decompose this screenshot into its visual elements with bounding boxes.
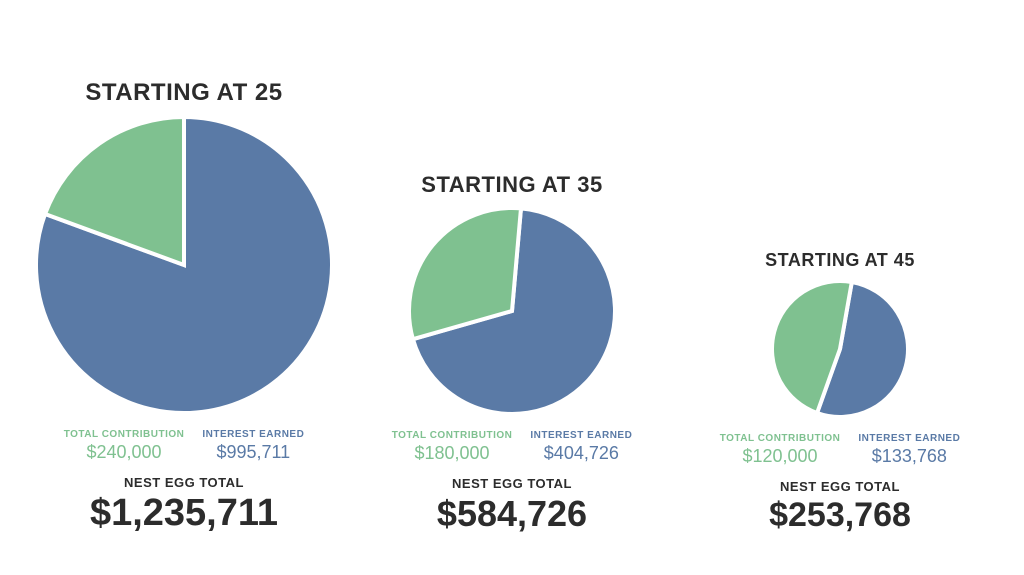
panel-title: STARTING AT 45 <box>765 250 915 271</box>
legend-interest-label: INTEREST EARNED <box>858 433 960 444</box>
legend-contribution-value: $240,000 <box>86 442 161 463</box>
pie-svg <box>770 279 910 419</box>
total-label: NEST EGG TOTAL <box>124 475 244 490</box>
legend-interest: INTEREST EARNED $404,726 <box>530 430 632 464</box>
legend-interest-value: $995,711 <box>216 442 290 463</box>
total-label: NEST EGG TOTAL <box>452 476 572 491</box>
panel-age45: STARTING AT 45 TOTAL CONTRIBUTION $120,0… <box>676 250 1004 535</box>
legend-contribution: TOTAL CONTRIBUTION $240,000 <box>64 429 185 463</box>
legend-row: TOTAL CONTRIBUTION $240,000 INTEREST EAR… <box>64 429 305 463</box>
panel-age35: STARTING AT 35 TOTAL CONTRIBUTION $180,0… <box>348 172 676 535</box>
pie-chart-age35 <box>407 206 617 416</box>
legend-contribution-label: TOTAL CONTRIBUTION <box>64 429 185 440</box>
pie-svg <box>407 206 617 416</box>
total-label: NEST EGG TOTAL <box>780 479 900 494</box>
total-value: $1,235,711 <box>90 492 278 535</box>
legend-contribution-label: TOTAL CONTRIBUTION <box>720 433 841 444</box>
legend-interest-value: $133,768 <box>872 446 947 467</box>
legend-interest-value: $404,726 <box>544 443 619 464</box>
legend-contribution: TOTAL CONTRIBUTION $120,000 <box>720 433 841 467</box>
pie-chart-age25 <box>34 115 334 415</box>
legend-row: TOTAL CONTRIBUTION $120,000 INTEREST EAR… <box>720 433 961 467</box>
pie-chart-age45 <box>770 279 910 419</box>
total-value: $253,768 <box>769 496 911 535</box>
panel-age25: STARTING AT 25 TOTAL CONTRIBUTION $240,0… <box>20 79 348 535</box>
legend-contribution-label: TOTAL CONTRIBUTION <box>392 430 513 441</box>
legend-contribution-value: $180,000 <box>414 443 489 464</box>
legend-interest: INTEREST EARNED $133,768 <box>858 433 960 467</box>
legend-interest: INTEREST EARNED $995,711 <box>202 429 304 463</box>
pie-svg <box>34 115 334 415</box>
panel-title: STARTING AT 25 <box>85 79 282 107</box>
legend-contribution-value: $120,000 <box>742 446 817 467</box>
legend-contribution: TOTAL CONTRIBUTION $180,000 <box>392 430 513 464</box>
legend-row: TOTAL CONTRIBUTION $180,000 INTEREST EAR… <box>392 430 633 464</box>
panel-title: STARTING AT 35 <box>421 172 602 198</box>
legend-interest-label: INTEREST EARNED <box>530 430 632 441</box>
legend-interest-label: INTEREST EARNED <box>202 429 304 440</box>
total-value: $584,726 <box>437 493 587 535</box>
